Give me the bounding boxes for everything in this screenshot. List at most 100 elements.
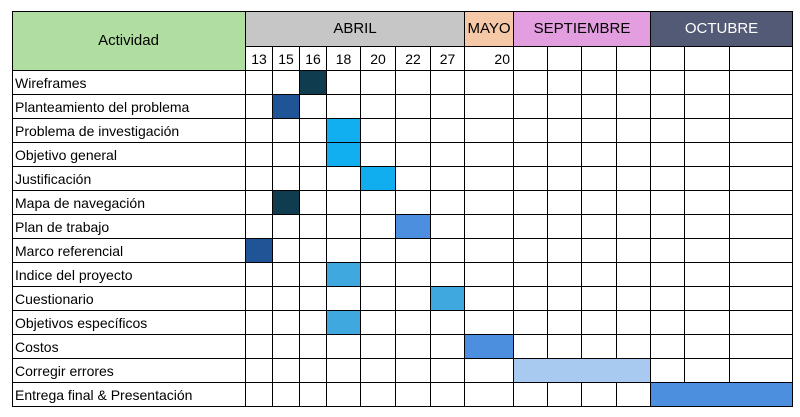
task-label: Cuestionario: [12, 287, 246, 311]
grid-cell: [327, 383, 361, 407]
grid-cell: [396, 95, 431, 119]
grid-cell: [617, 287, 651, 311]
grid-cell: [730, 119, 793, 143]
grid-cell: [651, 119, 685, 143]
task-label: Indice del proyecto: [12, 263, 246, 287]
grid-cell: [465, 215, 514, 239]
grid-cell: [361, 359, 396, 383]
grid-cell: [465, 311, 514, 335]
grid-cell: [361, 143, 396, 167]
grid-cell: [361, 239, 396, 263]
grid-cell: [465, 263, 514, 287]
date-cell: [685, 47, 730, 71]
grid-cell: [548, 215, 582, 239]
grid-cell: [617, 71, 651, 95]
grid-cell: [685, 95, 730, 119]
grid-cell: [431, 359, 465, 383]
grid-cell: [514, 71, 548, 95]
grid-cell: [730, 71, 793, 95]
grid-cell: [548, 263, 582, 287]
grid-cell: [514, 215, 548, 239]
grid-cell: [246, 215, 273, 239]
grid-cell: [246, 311, 273, 335]
grid-cell: [730, 215, 793, 239]
grid-cell: [514, 95, 548, 119]
grid-cell: [396, 167, 431, 191]
task-bar: [273, 191, 300, 215]
grid-cell: [685, 215, 730, 239]
grid-cell: [548, 191, 582, 215]
task-label: Costos: [12, 335, 246, 359]
grid-cell: [327, 191, 361, 215]
grid-cell: [273, 239, 300, 263]
grid-cell: [273, 311, 300, 335]
grid-cell: [396, 263, 431, 287]
grid-cell: [685, 239, 730, 263]
grid-cell: [514, 191, 548, 215]
grid-cell: [685, 119, 730, 143]
grid-cell: [730, 287, 793, 311]
task-bar: [327, 143, 361, 167]
grid-cell: [361, 335, 396, 359]
grid-cell: [685, 143, 730, 167]
grid-cell: [465, 191, 514, 215]
task-bar: [651, 383, 793, 407]
grid-cell: [361, 71, 396, 95]
grid-cell: [300, 311, 327, 335]
grid-cell: [246, 167, 273, 191]
grid-cell: [300, 95, 327, 119]
grid-cell: [730, 95, 793, 119]
grid-cell: [465, 359, 514, 383]
grid-cell: [465, 287, 514, 311]
grid-cell: [273, 287, 300, 311]
grid-cell: [327, 95, 361, 119]
grid-cell: [582, 119, 617, 143]
grid-cell: [730, 311, 793, 335]
grid-cell: [246, 359, 273, 383]
grid-cell: [246, 287, 273, 311]
month-header-octubre: OCTUBRE: [651, 11, 793, 47]
grid-cell: [617, 335, 651, 359]
grid-cell: [685, 359, 730, 383]
task-bar: [327, 119, 361, 143]
grid-cell: [246, 191, 273, 215]
grid-cell: [651, 71, 685, 95]
task-bar: [327, 311, 361, 335]
grid-cell: [617, 191, 651, 215]
grid-cell: [246, 143, 273, 167]
grid-cell: [730, 191, 793, 215]
grid-cell: [617, 311, 651, 335]
grid-cell: [685, 167, 730, 191]
grid-cell: [273, 119, 300, 143]
grid-cell: [582, 239, 617, 263]
grid-cell: [273, 263, 300, 287]
task-label: Problema de investigación: [12, 119, 246, 143]
task-bar: [431, 287, 465, 311]
grid-cell: [396, 359, 431, 383]
date-cell: 20: [465, 47, 514, 71]
date-cell: 20: [361, 47, 396, 71]
grid-cell: [431, 191, 465, 215]
grid-cell: [300, 215, 327, 239]
grid-cell: [431, 119, 465, 143]
grid-cell: [582, 263, 617, 287]
grid-cell: [396, 335, 431, 359]
grid-cell: [246, 119, 273, 143]
grid-cell: [685, 71, 730, 95]
grid-cell: [273, 359, 300, 383]
grid-cell: [514, 167, 548, 191]
grid-cell: [465, 119, 514, 143]
grid-cell: [327, 239, 361, 263]
grid-cell: [514, 335, 548, 359]
grid-cell: [514, 383, 548, 407]
grid-cell: [514, 311, 548, 335]
grid-cell: [246, 335, 273, 359]
grid-cell: [273, 335, 300, 359]
grid-cell: [617, 95, 651, 119]
grid-cell: [730, 263, 793, 287]
date-cell: [617, 47, 651, 71]
grid-cell: [548, 287, 582, 311]
grid-cell: [582, 215, 617, 239]
grid-cell: [246, 71, 273, 95]
grid-cell: [582, 335, 617, 359]
